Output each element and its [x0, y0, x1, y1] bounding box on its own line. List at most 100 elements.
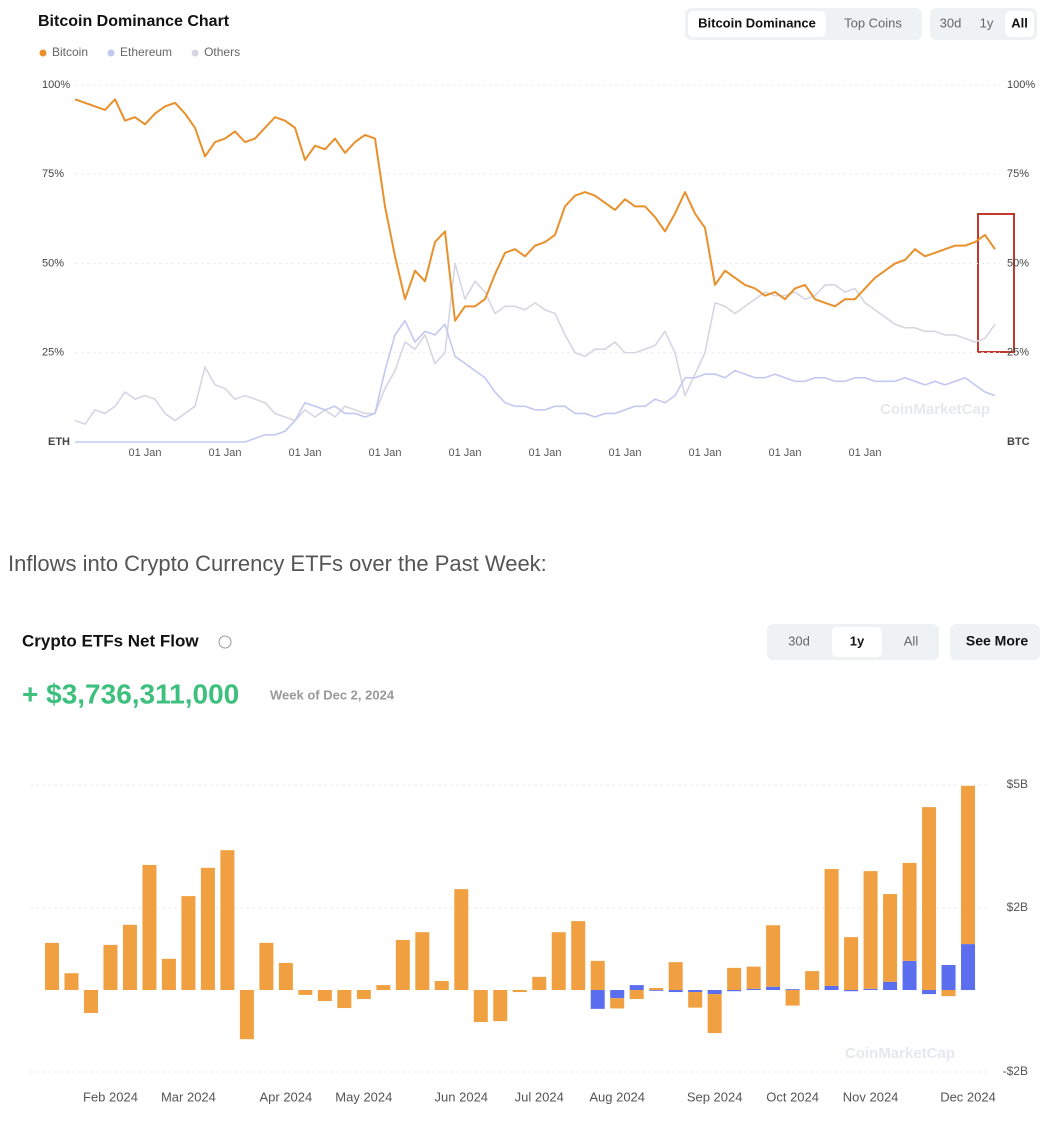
bar-segment	[922, 807, 937, 990]
bar-segment	[220, 850, 235, 990]
bar-segment	[610, 998, 625, 1009]
x-tick-label: 01 Jan	[288, 447, 321, 459]
bar-segment	[863, 988, 878, 990]
bar-segment	[766, 986, 781, 990]
x-tick-label: Oct 2024	[766, 1089, 819, 1104]
bar-segment	[883, 981, 898, 990]
button-label[interactable]: 30d	[940, 15, 962, 30]
section-heading: Inflows into Crypto Currency ETFs over t…	[8, 551, 547, 576]
bar-segment	[961, 785, 976, 945]
bar-segment	[922, 990, 937, 995]
button-active	[688, 11, 826, 37]
bar-segment	[473, 990, 488, 1022]
bar-segment	[863, 871, 878, 989]
headline-value: + $3,736,311,000	[22, 678, 239, 709]
x-tick-label: Nov 2024	[843, 1089, 899, 1104]
x-tick-label: Feb 2024	[83, 1089, 138, 1104]
bar-segment	[688, 990, 703, 993]
x-tick-label: 01 Jan	[528, 447, 561, 459]
legend-label: Bitcoin	[52, 45, 88, 59]
bar-segment	[746, 966, 761, 989]
y-tick-label-right: 50%	[1007, 257, 1029, 269]
bar-segment	[844, 990, 859, 992]
bar-segment	[902, 862, 917, 961]
highlight-box	[977, 213, 1015, 353]
bar-segment	[376, 985, 391, 990]
bar-segment	[961, 944, 976, 990]
bar-segment	[239, 990, 254, 1040]
bar-segment	[532, 976, 547, 990]
legend-label: Ethereum	[120, 45, 172, 59]
legend-label: Others	[204, 45, 240, 59]
y-tick-label: $2B	[1007, 900, 1028, 914]
bar-segment	[259, 942, 274, 990]
button-label[interactable]: 30d	[788, 633, 810, 648]
x-tick-label: Aug 2024	[589, 1089, 645, 1104]
bar-segment	[590, 960, 605, 990]
bar-segment	[785, 990, 800, 1006]
bar-segment	[415, 932, 430, 990]
bar-segment	[883, 894, 898, 982]
bar-segment	[571, 921, 586, 990]
bar-segment	[395, 939, 410, 990]
bar-segment	[161, 958, 176, 990]
x-tick-label: 01 Jan	[608, 447, 641, 459]
bar-segment	[337, 990, 352, 1009]
y-tick-label: 75%	[42, 168, 64, 180]
bar-segment	[785, 989, 800, 990]
bar-segment	[551, 932, 566, 990]
bar-segment	[824, 869, 839, 986]
watermark: CoinMarketCap	[845, 1045, 955, 1062]
button-label[interactable]: All	[904, 633, 919, 648]
button-label[interactable]: See More	[966, 633, 1028, 649]
button-label[interactable]: Top Coins	[844, 15, 902, 30]
bar-segment	[142, 864, 157, 990]
bar-segment	[707, 994, 722, 1034]
bar-segment	[64, 973, 79, 990]
x-tick-label: Sep 2024	[687, 1089, 743, 1104]
button-label[interactable]: Bitcoin Dominance	[698, 15, 816, 30]
bar-segment	[298, 990, 313, 995]
button-label[interactable]: All	[1011, 15, 1028, 30]
bar-segment	[434, 980, 449, 990]
button-box[interactable]	[950, 624, 1040, 660]
bar-segment	[512, 990, 527, 993]
bar-segment	[356, 990, 371, 1000]
x-tick-label: 01 Jan	[848, 447, 881, 459]
y-tick-label: $5B	[1007, 777, 1028, 791]
chart-title: Crypto ETFs Net Flow	[22, 631, 199, 650]
bar-segment	[727, 967, 742, 990]
legend-swatch	[191, 49, 199, 57]
bar-segment	[766, 925, 781, 987]
y-tick-label-right: 100%	[1007, 79, 1035, 91]
x-tick-label: May 2024	[335, 1089, 392, 1104]
bar-segment	[200, 867, 215, 990]
x-tick-label: Dec 2024	[940, 1089, 996, 1104]
series-line	[74, 262, 996, 425]
legend-swatch	[39, 49, 47, 57]
button-label[interactable]: 1y	[980, 15, 994, 30]
y-tick-label: -$2B	[1003, 1064, 1028, 1078]
axis-label-left: ETH	[48, 436, 70, 448]
info-icon[interactable]	[218, 635, 232, 649]
x-tick-label: 01 Jan	[768, 447, 801, 459]
y-tick-label: 100%	[42, 79, 70, 91]
watermark: CoinMarketCap	[880, 401, 990, 418]
y-tick-label-right: 25%	[1007, 347, 1029, 359]
headline-note: Week of Dec 2, 2024	[270, 687, 395, 702]
button-label[interactable]: 1y	[850, 633, 865, 648]
bar-segment	[844, 937, 859, 990]
x-tick-label: Jul 2024	[515, 1089, 564, 1104]
x-tick-label: 01 Jan	[128, 447, 161, 459]
button-active	[1005, 11, 1034, 37]
bar-segment	[941, 964, 956, 990]
bar-segment	[454, 889, 469, 990]
x-tick-label: 01 Jan	[208, 447, 241, 459]
bar-segment	[103, 944, 118, 990]
bar-segment	[668, 962, 683, 990]
x-tick-label: Jun 2024	[435, 1089, 489, 1104]
bar-segment	[83, 990, 98, 1013]
bar-segment	[317, 990, 332, 1002]
